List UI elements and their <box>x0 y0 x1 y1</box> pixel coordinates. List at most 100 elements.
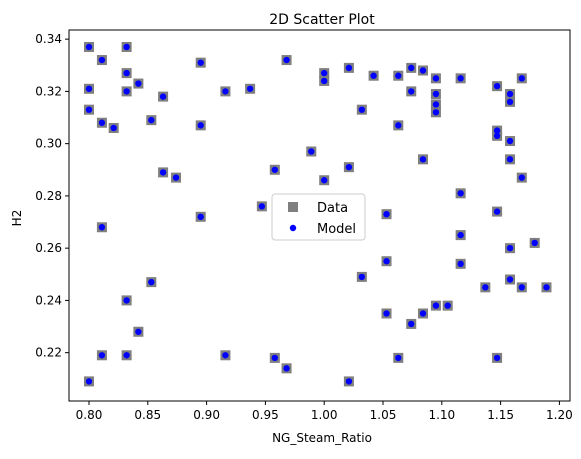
model-point-circle <box>148 278 155 286</box>
model-point-circle <box>358 273 366 281</box>
model-point-circle <box>370 72 377 79</box>
model-point-circle <box>222 352 229 359</box>
model-point-circle <box>148 116 155 124</box>
model-point-circle <box>506 137 514 145</box>
x-tick-label: 1.00 <box>311 408 338 422</box>
y-axis-ticks: 0.22 0.24 0.26 0.28 0.30 0.32 0.34 <box>35 32 69 360</box>
model-point-circle <box>408 320 415 328</box>
model-point-circle <box>432 302 440 309</box>
model-point-circle <box>283 365 290 372</box>
model-point-circle <box>197 213 204 221</box>
model-point-circle <box>85 85 93 92</box>
model-point-circle <box>321 177 328 184</box>
model-point-circle <box>358 106 366 113</box>
model-point-circle <box>283 56 290 64</box>
model-point-circle <box>98 224 106 231</box>
y-tick-label: 0.28 <box>35 189 62 203</box>
x-tick-label: 1.15 <box>487 408 514 422</box>
model-point-circle <box>321 69 328 77</box>
model-point-circle <box>85 106 93 113</box>
model-point-circle <box>518 284 525 291</box>
model-point-circle <box>457 75 464 82</box>
model-point-circle <box>432 109 440 116</box>
x-axis-ticks: 0.80 0.85 0.90 0.95 1.00 1.05 1.10 1.15 1.20 <box>76 401 573 422</box>
model-point-circle <box>395 122 402 129</box>
model-point-circle <box>493 127 501 134</box>
model-point-circle <box>395 354 402 362</box>
x-tick-label: 1.05 <box>370 408 397 422</box>
model-point-circle <box>482 284 489 291</box>
model-point-circle <box>419 156 427 163</box>
plot-frame <box>68 29 571 402</box>
x-tick-label: 0.80 <box>76 408 103 422</box>
model-point-circle <box>345 378 353 385</box>
model-point-circle <box>383 210 390 218</box>
model-point-circle <box>419 310 427 317</box>
model-point-circle <box>432 101 440 108</box>
model-point-circle <box>444 302 451 309</box>
model-point-circle <box>123 297 130 304</box>
y-tick-label: 0.32 <box>35 84 62 98</box>
model-point-circle <box>345 64 353 72</box>
model-point-circle <box>395 72 402 79</box>
model-point-circle <box>197 122 204 129</box>
model-point-circle <box>85 43 93 51</box>
model-point-circle <box>506 90 514 98</box>
model-point-circle <box>159 93 167 100</box>
model-point-circle <box>258 203 266 210</box>
model-point-circle <box>408 64 415 72</box>
y-tick-label: 0.30 <box>35 137 62 151</box>
model-point-circle <box>383 310 390 317</box>
model-point-circle <box>271 166 279 173</box>
model-point-circle <box>518 174 525 181</box>
legend-model-marker <box>289 224 297 232</box>
model-point-circle <box>135 328 142 335</box>
model-point-circle <box>123 69 130 77</box>
model-point-circle <box>246 85 254 92</box>
model-point-circle <box>457 260 464 268</box>
model-point-circle <box>98 56 106 64</box>
model-point-circle <box>493 208 501 215</box>
model-point-circle <box>159 169 167 176</box>
model-point-circle <box>85 378 93 385</box>
model-point-circle <box>506 276 514 283</box>
model-point-circle <box>135 80 142 87</box>
model-point-circle <box>222 88 229 95</box>
model-point-circle <box>383 258 390 265</box>
x-tick-label: 0.95 <box>252 408 279 422</box>
y-axis-label: H2 <box>10 210 24 227</box>
model-point-circle <box>531 239 538 247</box>
x-tick-label: 1.20 <box>546 408 573 422</box>
model-point-circle <box>271 354 279 362</box>
y-tick-label: 0.24 <box>35 293 62 307</box>
model-point-circle <box>432 90 440 98</box>
x-tick-label: 0.85 <box>134 408 161 422</box>
model-point-circle <box>110 124 117 132</box>
x-axis-label: NG_Steam_Ratio <box>272 431 372 445</box>
model-point-circle <box>432 75 440 82</box>
model-point-circle <box>172 174 180 181</box>
model-point-circle <box>98 119 106 126</box>
model-point-circle <box>408 88 415 95</box>
legend: Data Model <box>271 193 366 241</box>
model-point-circle <box>321 77 328 85</box>
model-point-circle <box>123 43 130 51</box>
model-point-circle <box>419 67 427 74</box>
model-point-circle <box>506 156 514 163</box>
model-point-circle <box>197 59 204 66</box>
model-point-circle <box>457 231 464 239</box>
model-point-circle <box>457 190 464 197</box>
model-point-circle <box>493 132 501 140</box>
model-point-circle <box>506 244 514 252</box>
model-point-circle <box>123 352 130 359</box>
model-point-circle <box>308 148 315 155</box>
x-tick-label: 1.10 <box>428 408 455 422</box>
legend-data-marker <box>288 202 298 212</box>
model-point-circle <box>506 98 514 106</box>
y-tick-label: 0.22 <box>35 346 62 360</box>
model-point-circle <box>543 284 550 291</box>
y-tick-label: 0.26 <box>35 241 62 255</box>
model-point-circle <box>518 75 525 82</box>
